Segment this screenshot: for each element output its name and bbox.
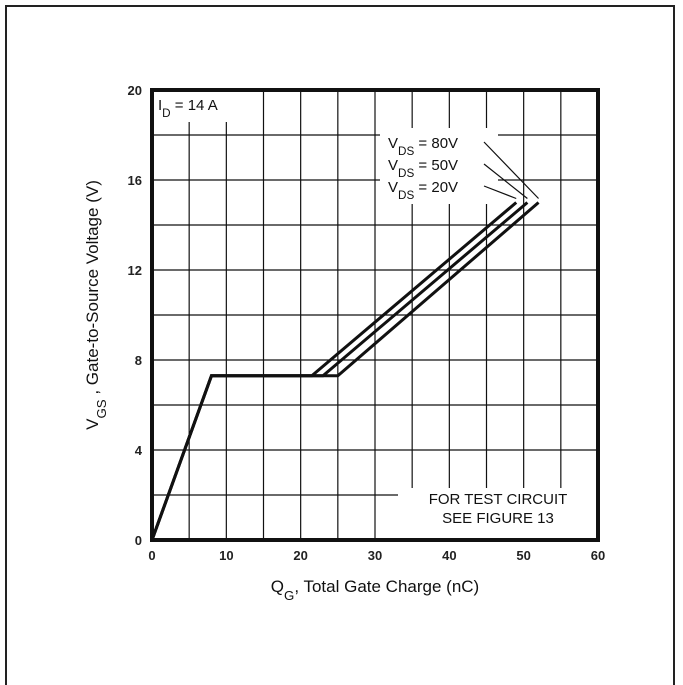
series-label-1: VDS = 50V: [388, 157, 458, 180]
leader-line-2: [483, 185, 517, 200]
legend-box: [380, 128, 498, 204]
test-circuit-note: FOR TEST CIRCUIT: [429, 491, 568, 508]
test-circuit-note: SEE FIGURE 13: [442, 510, 554, 527]
axis-labels: QG, Total Gate Charge (nC) VGS , Gate-to-…: [83, 97, 567, 603]
y-tick-label: 12: [128, 263, 142, 278]
y-tick-label: 0: [135, 533, 142, 548]
series-label-2: VDS = 20V: [388, 179, 458, 202]
y-tick-label: 20: [128, 83, 142, 98]
y-tick-label: 16: [128, 173, 142, 188]
series-layer: [150, 201, 540, 541]
series-line-2: [150, 201, 518, 541]
x-tick-label: 30: [368, 548, 382, 563]
plot-border: [150, 88, 600, 542]
x-tick-label: 40: [442, 548, 456, 563]
leader-line-0: [483, 141, 539, 199]
x-tick-label: 60: [591, 548, 605, 563]
y-axis-label: VGS , Gate-to-Source Voltage (V): [83, 180, 109, 430]
y-tick-label: 4: [135, 443, 143, 458]
x-tick-label: 20: [293, 548, 307, 563]
series-label-0: VDS = 80V: [388, 135, 458, 158]
tick-labels: 0 10 20 30 40 50 60 0 4 8 12 16 20: [128, 83, 606, 563]
leader-line-1: [483, 163, 528, 199]
y-tick-label: 8: [135, 353, 142, 368]
condition-label: ID = 14 A: [158, 97, 218, 120]
note-box: [398, 488, 596, 538]
figure-frame: [5, 5, 675, 685]
grid: [152, 90, 598, 540]
x-tick-label: 50: [516, 548, 530, 563]
condition-box: [154, 92, 246, 122]
x-tick-label: 10: [219, 548, 233, 563]
x-axis-label: QG, Total Gate Charge (nC): [271, 577, 479, 603]
x-tick-label: 0: [148, 548, 155, 563]
